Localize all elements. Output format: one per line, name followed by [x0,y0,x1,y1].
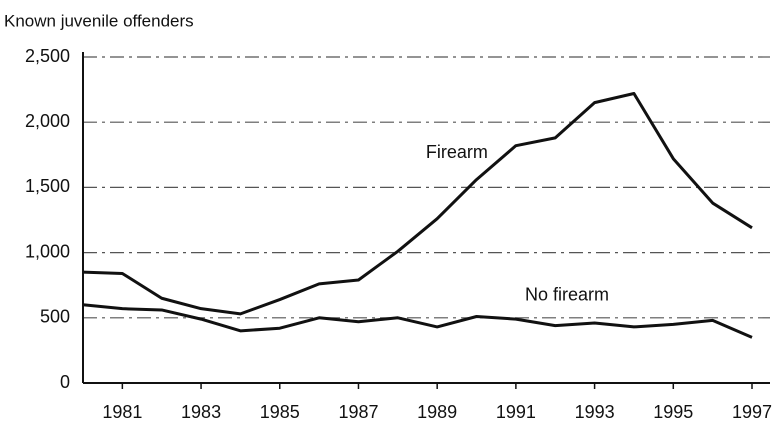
x-tick-label: 1995 [653,402,693,422]
x-tick-label: 1997 [732,402,772,422]
y-tick-label: 0 [60,372,70,392]
x-tick-label: 1989 [417,402,457,422]
y-tick-label: 2,000 [25,111,70,131]
y-tick-label: 2,500 [25,46,70,66]
series-label: Firearm [426,142,488,162]
x-tick-label: 1985 [260,402,300,422]
x-tick-label: 1991 [496,402,536,422]
series-label: No firearm [525,284,609,304]
x-tick-label: 1983 [181,402,221,422]
y-tick-label: 500 [40,307,70,327]
y-tick-label: 1,500 [25,176,70,196]
y-tick-label: 1,000 [25,241,70,261]
y-axis-label: Known juvenile offenders [4,11,194,30]
x-tick-label: 1987 [338,402,378,422]
x-tick-label: 1993 [575,402,615,422]
x-tick-label: 1981 [102,402,142,422]
series-line [82,303,753,339]
series-line [82,92,753,316]
